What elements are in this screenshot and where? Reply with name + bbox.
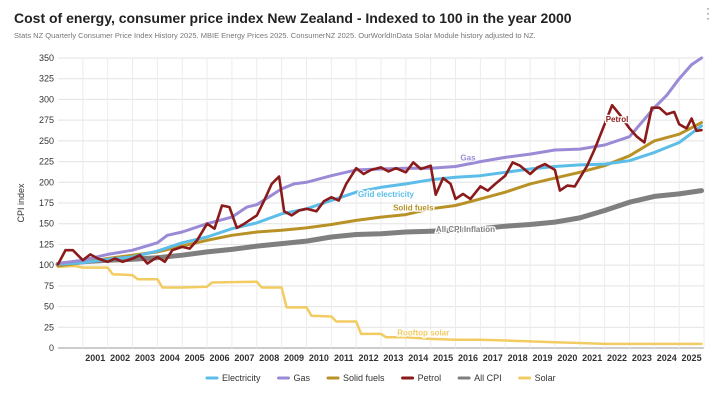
x-tick-label: 2010 — [309, 353, 329, 363]
x-tick-label: 2012 — [359, 353, 379, 363]
x-tick-label: 2023 — [632, 353, 652, 363]
y-tick-label: 25 — [44, 322, 54, 332]
x-tick-label: 2003 — [135, 353, 155, 363]
series-label-solid-fuels: Solid fuels — [393, 203, 434, 212]
y-tick-label: 350 — [39, 53, 54, 63]
x-tick-label: 2013 — [383, 353, 403, 363]
x-axis-ticks: 2001 2002 2003 2004 2005 2006 2007 2008 2009 2010… — [85, 353, 701, 363]
series-line-solar[interactable] — [56, 264, 703, 346]
x-tick-label: 2017 — [483, 353, 503, 363]
legend-item-solid-fuels[interactable]: Solid fuels — [343, 373, 385, 383]
series-line-all-cpi[interactable] — [55, 188, 704, 267]
x-tick-label: 2019 — [532, 353, 552, 363]
chart-title: Cost of energy, consumer price index New… — [14, 10, 572, 26]
legend-item-petrol[interactable]: Petrol — [418, 373, 442, 383]
legend-item-electricity[interactable]: Electricity — [222, 373, 261, 383]
y-tick-label: 250 — [39, 136, 54, 146]
y-tick-label: 75 — [44, 281, 54, 291]
x-tick-label: 2024 — [657, 353, 677, 363]
y-tick-label: 325 — [39, 74, 54, 84]
y-tick-label: 100 — [39, 260, 54, 270]
series-label-petrol: Petrol — [606, 115, 629, 124]
y-tick-label: 275 — [39, 115, 54, 125]
x-tick-label: 2018 — [508, 353, 528, 363]
series-label-solar: Rooftop solar — [397, 329, 449, 338]
y-tick-label: 300 — [39, 94, 54, 104]
gridlines — [58, 57, 705, 349]
series-line-electricity[interactable] — [56, 124, 703, 266]
x-tick-label: 2021 — [582, 353, 602, 363]
y-axis-label: CPI index — [16, 183, 26, 223]
series-line-gas[interactable] — [56, 56, 703, 265]
chart-subtitle: Stats NZ Quarterly Consumer Price Index … — [14, 31, 536, 40]
legend-item-solar[interactable]: Solar — [535, 373, 556, 383]
y-tick-label: 225 — [39, 157, 54, 167]
series-labels: Grid electricity Gas Solid fuels Petrol All … — [357, 114, 630, 339]
y-tick-label: 50 — [44, 302, 54, 312]
x-tick-label: 2016 — [458, 353, 478, 363]
x-tick-label: 2004 — [160, 353, 180, 363]
x-tick-label: 2006 — [209, 353, 229, 363]
y-tick-label: 0 — [49, 343, 54, 353]
series-line-solid-fuels[interactable] — [56, 121, 703, 268]
series-lines — [55, 56, 704, 346]
x-tick-label: 2014 — [408, 353, 428, 363]
series-label-electricity: Grid electricity — [358, 190, 415, 199]
x-tick-label: 2025 — [682, 353, 702, 363]
series-line-petrol[interactable] — [56, 103, 703, 266]
x-tick-label: 2005 — [185, 353, 205, 363]
x-tick-label: 2009 — [284, 353, 304, 363]
x-tick-label: 2001 — [85, 353, 105, 363]
y-tick-label: 200 — [39, 177, 54, 187]
legend-item-gas[interactable]: Gas — [294, 373, 311, 383]
x-tick-label: 2008 — [259, 353, 279, 363]
x-tick-label: 2011 — [334, 353, 354, 363]
x-tick-label: 2002 — [110, 353, 130, 363]
series-label-gas: Gas — [460, 154, 476, 163]
more-options-icon[interactable]: · · · — [706, 1, 710, 25]
y-tick-label: 150 — [39, 219, 54, 229]
x-tick-label: 2022 — [607, 353, 627, 363]
y-axis-ticks: 0 25 50 75 100 125 150 175 200 225 250 275 300 325 350 — [39, 53, 54, 353]
y-tick-label: 125 — [39, 239, 54, 249]
series-label-all-cpi: All CPI Inflation — [436, 225, 495, 234]
x-tick-label: 2007 — [234, 353, 254, 363]
x-tick-label: 2015 — [433, 353, 453, 363]
x-tick-label: 2020 — [557, 353, 577, 363]
legend: Electricity Gas Solid fuels Petrol All CPI So… — [205, 373, 556, 383]
y-tick-label: 175 — [39, 198, 54, 208]
legend-item-all-cpi[interactable]: All CPI — [474, 373, 502, 383]
